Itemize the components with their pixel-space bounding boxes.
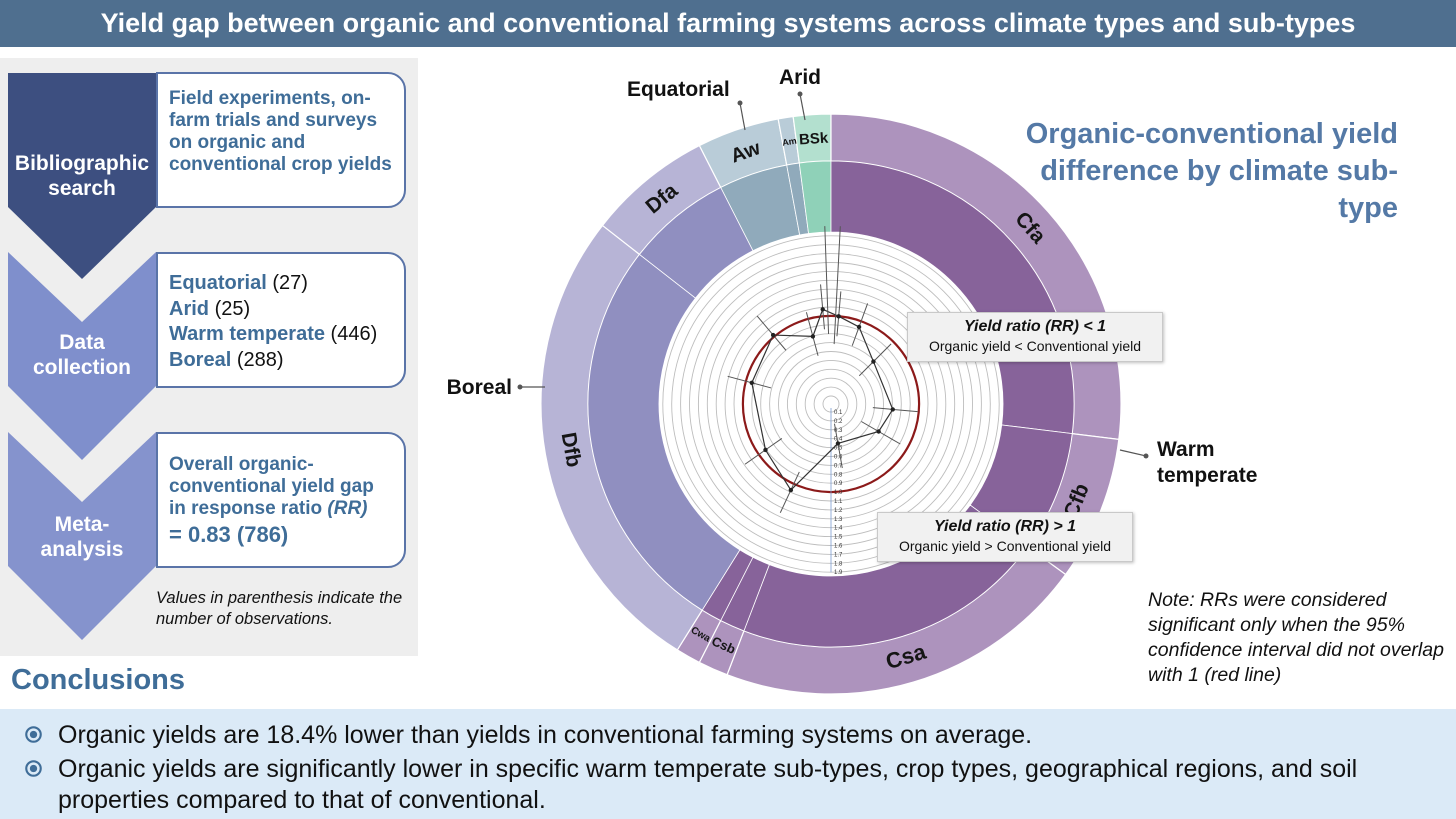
scale-tick-label: 1.2 bbox=[834, 508, 843, 514]
rr-point bbox=[749, 380, 754, 385]
callout-rr-above-one: Yield ratio (RR) > 1 Organic yield > Con… bbox=[877, 512, 1133, 562]
scale-tick-label: 0.3 bbox=[834, 428, 843, 434]
search-description: Field experiments, on-farm trials and su… bbox=[169, 88, 392, 175]
scale-tick-label: 1.8 bbox=[834, 561, 843, 567]
rr-point bbox=[810, 334, 816, 339]
rr-point bbox=[856, 324, 862, 330]
leader-dot bbox=[797, 91, 803, 97]
rr-point bbox=[871, 359, 876, 364]
scale-tick-label: 0.6 bbox=[834, 455, 843, 461]
rr-interval bbox=[851, 303, 869, 346]
climate-type-label: Warm bbox=[1157, 438, 1215, 461]
scale-tick-label: 0.9 bbox=[834, 481, 843, 487]
rr-point bbox=[836, 314, 841, 319]
rr-interval bbox=[833, 226, 841, 345]
rr-interval bbox=[727, 375, 772, 389]
label-leader bbox=[739, 102, 746, 131]
rr-point bbox=[876, 429, 881, 434]
rr-interval bbox=[836, 291, 842, 337]
scale-tick-label: 0.8 bbox=[834, 472, 843, 478]
conclusions-title: Conclusions bbox=[11, 664, 186, 696]
scale-tick-label: 1.3 bbox=[834, 517, 843, 523]
workflow-chevron-search bbox=[8, 73, 156, 279]
rr-interval bbox=[872, 407, 918, 413]
scale-tick-label: 0.7 bbox=[834, 463, 843, 469]
count-equatorial: Equatorial (27) bbox=[169, 272, 308, 294]
search-box: Field experiments, on-farm trials and su… bbox=[156, 72, 406, 208]
rr-point bbox=[788, 487, 794, 493]
leader-dot bbox=[737, 100, 743, 106]
subtype-segment-inner bbox=[587, 253, 741, 611]
climate-type-label: Arid bbox=[779, 66, 821, 89]
scale-tick-label: 1.5 bbox=[834, 535, 843, 541]
subtype-label: Am bbox=[781, 136, 797, 148]
scale-tick-label: 1.4 bbox=[834, 526, 843, 532]
scale-tick-label: 1.7 bbox=[834, 552, 843, 558]
bullet-icon bbox=[25, 726, 42, 743]
rr-point bbox=[770, 332, 776, 338]
meta-analysis-box: Overall organic-conventional yield gap i… bbox=[156, 432, 406, 568]
significance-note: Note: RRs were considered significant on… bbox=[1148, 589, 1444, 686]
step-label-search: Bibliographic search bbox=[14, 152, 150, 200]
rr-interval bbox=[858, 343, 892, 377]
scale-tick-label: 0.1 bbox=[834, 410, 843, 416]
label-leader bbox=[1119, 449, 1147, 457]
subtype-label: BSk bbox=[799, 130, 830, 149]
rr-interval bbox=[805, 312, 819, 356]
scale-tick-label: 1.0 bbox=[834, 490, 843, 496]
rr-interval bbox=[833, 423, 843, 469]
meta-rr-label: (RR) bbox=[327, 498, 368, 519]
leader-dot bbox=[517, 384, 523, 390]
step-label-collection: Data collection bbox=[32, 331, 132, 379]
workflow-chevron-meta bbox=[8, 432, 156, 640]
rr-interval bbox=[820, 284, 825, 330]
rr-point bbox=[820, 307, 825, 312]
count-boreal: Boreal (288) bbox=[169, 348, 284, 371]
count-warm-temperate: Warm temperate (446) bbox=[169, 323, 378, 345]
rr-interval bbox=[779, 471, 800, 513]
conclusions-panel: Organic yields are 18.4% lower than yiel… bbox=[0, 709, 1456, 819]
climate-type-label: Equatorial bbox=[627, 78, 730, 101]
rr-interval bbox=[861, 421, 901, 445]
leader-dot bbox=[1143, 453, 1149, 459]
diagram-title: Organic-conventional yield difference by… bbox=[1025, 118, 1398, 224]
scale-tick-label: 0.2 bbox=[834, 419, 843, 425]
rr-interval bbox=[824, 226, 830, 335]
scale-tick-label: 1.9 bbox=[834, 570, 843, 576]
rr-point bbox=[763, 447, 768, 453]
rr-point bbox=[835, 441, 841, 446]
observations-note: Values in parenthesis indicate the numbe… bbox=[156, 589, 403, 628]
label-leader bbox=[799, 93, 806, 121]
scale-tick-label: 0.4 bbox=[834, 437, 843, 443]
step-label-meta: Meta-analysis bbox=[40, 513, 124, 561]
scale-tick-label: 1.6 bbox=[834, 544, 843, 550]
climate-type-label: Boreal bbox=[447, 376, 512, 399]
scale-tick-label: 1.1 bbox=[834, 499, 843, 505]
meta-description: Overall organic-conventional yield gap i… bbox=[169, 454, 374, 519]
rr-point bbox=[890, 407, 895, 412]
subtype-segment-inner bbox=[638, 186, 754, 299]
count-arid: Arid (25) bbox=[169, 297, 251, 320]
page-title: Yield gap between organic and convention… bbox=[0, 0, 1456, 47]
data-collection-box: Equatorial (27) Arid (25) Warm temperate… bbox=[156, 252, 406, 388]
rr-interval bbox=[744, 438, 783, 465]
climate-type-label: temperate bbox=[1157, 464, 1257, 487]
bullet-icon bbox=[25, 760, 42, 777]
rr-interval bbox=[756, 315, 787, 351]
overall-rr-value: = 0.83 (786) bbox=[169, 522, 289, 547]
callout-rr-below-one: Yield ratio (RR) < 1 Organic yield < Con… bbox=[907, 312, 1163, 362]
subtype-segment-inner bbox=[830, 160, 1075, 435]
workflow-chevron-collection bbox=[8, 252, 156, 460]
